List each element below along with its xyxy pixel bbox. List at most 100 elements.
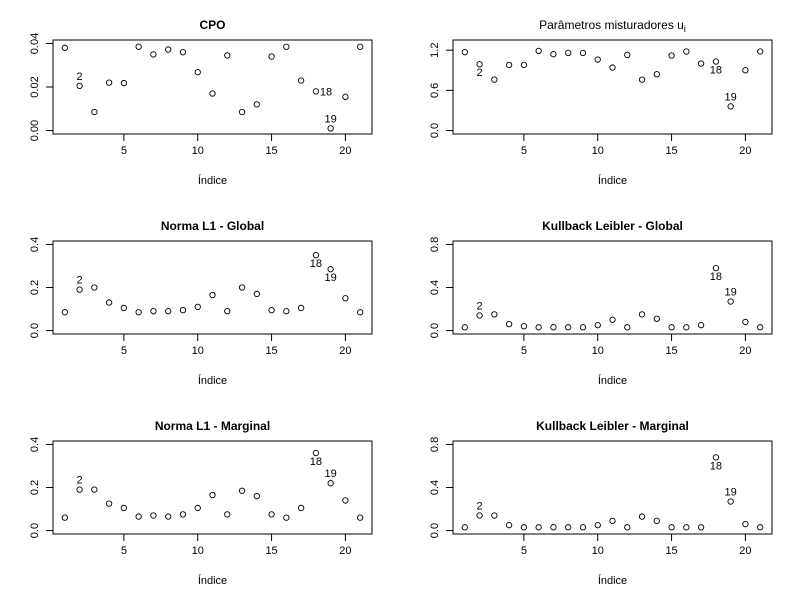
x-tick-label: 20 <box>739 545 751 557</box>
point-label: 19 <box>325 113 337 125</box>
data-point <box>312 252 320 259</box>
x-tick-label: 5 <box>121 545 127 557</box>
chart-panel-4: Kullback Leibler - Global 5 10 15 20 0.0 0.4 0.… <box>429 219 773 387</box>
x-tick-label: 15 <box>265 545 277 557</box>
point-label: 19 <box>325 468 337 480</box>
data-point <box>712 264 720 272</box>
data-point <box>120 79 128 87</box>
point-label: 19 <box>725 486 737 498</box>
data-point <box>209 491 216 499</box>
data-point <box>653 315 660 322</box>
y-tick-label: 0.2 <box>29 280 41 295</box>
data-point <box>579 324 587 331</box>
point-label: 2 <box>477 500 483 512</box>
data-point <box>505 320 513 328</box>
data-point <box>238 487 246 494</box>
chart-title: CPO <box>199 18 225 32</box>
data-point <box>120 504 128 512</box>
y-tick-label: 0.8 <box>429 237 441 252</box>
x-tick-label: 10 <box>592 345 604 357</box>
data-point <box>565 49 572 57</box>
data-point <box>535 524 542 531</box>
data-point <box>594 322 601 329</box>
data-point <box>209 90 216 97</box>
data-point <box>683 524 690 531</box>
point-label: 2 <box>77 275 83 287</box>
y-tick-label: 0.0 <box>29 523 41 538</box>
data-point <box>105 299 113 306</box>
y-tick-label: 0.00 <box>29 120 41 141</box>
y-tick-label: 0.0 <box>29 323 41 338</box>
data-point <box>327 125 334 132</box>
point-label: 18 <box>310 456 322 468</box>
data-point <box>61 309 68 316</box>
chart-panel-6: Kullback Leibler - Marginal 5 10 15 20 0.0 0.4… <box>429 419 773 587</box>
data-point <box>150 512 157 519</box>
x-tick-label: 15 <box>265 145 277 157</box>
data-point <box>712 454 720 461</box>
data-point <box>105 500 113 507</box>
data-point <box>194 303 201 311</box>
data-point <box>253 290 260 298</box>
y-tick-label: 0.4 <box>429 480 441 495</box>
y-tick-label: 0.0 <box>429 523 441 538</box>
data-point <box>638 311 646 318</box>
point-label: 18 <box>710 460 722 472</box>
data-point <box>535 47 542 54</box>
data-point <box>565 324 572 331</box>
data-point <box>668 324 675 331</box>
data-point <box>742 67 749 74</box>
data-point <box>297 77 305 84</box>
data-point <box>91 486 98 493</box>
data-point <box>535 324 542 331</box>
data-point <box>135 309 142 316</box>
data-point <box>253 101 260 108</box>
data-point <box>268 53 275 60</box>
data-point <box>224 308 231 315</box>
data-point <box>609 517 616 525</box>
data-point <box>120 304 128 312</box>
data-point <box>327 266 334 273</box>
chart-panel-5: Norma L1 - Marginal 5 10 15 20 0.0 0.2 0.4 Índic… <box>29 419 373 587</box>
data-point <box>668 524 675 531</box>
x-tick-label: 10 <box>592 145 604 157</box>
data-point <box>476 312 483 319</box>
data-point <box>653 517 660 525</box>
data-point <box>327 480 334 487</box>
plot-frame <box>452 39 773 135</box>
data-point <box>461 324 468 331</box>
chart-title: Norma L1 - Marginal <box>155 419 270 433</box>
point-label: 19 <box>725 91 737 103</box>
x-axis-label: Índice <box>198 574 227 587</box>
data-point <box>342 497 349 504</box>
y-tick-label: 0.04 <box>29 33 41 54</box>
data-point <box>238 284 246 291</box>
data-point <box>312 449 320 457</box>
data-point <box>76 486 83 493</box>
x-tick-label: 20 <box>339 145 351 157</box>
data-point <box>253 492 260 500</box>
data-point <box>165 308 172 315</box>
data-point <box>520 61 528 69</box>
data-point <box>297 504 305 512</box>
y-tick-label: 0.2 <box>29 480 41 495</box>
x-tick-label: 20 <box>339 545 351 557</box>
data-point <box>491 512 498 519</box>
y-tick-label: 0.4 <box>429 280 441 295</box>
data-point <box>505 61 513 69</box>
data-point <box>461 524 468 531</box>
data-point <box>697 60 705 67</box>
x-axis-label: Índice <box>598 174 627 187</box>
data-point <box>757 524 764 531</box>
x-tick-label: 15 <box>265 345 277 357</box>
x-tick-label: 5 <box>521 145 527 157</box>
chart-title-subscript: i <box>684 24 686 34</box>
x-tick-label: 20 <box>739 345 751 357</box>
data-point <box>342 295 349 302</box>
y-tick-label: 0.0 <box>429 123 441 138</box>
plot-frame <box>52 440 373 535</box>
data-point <box>624 51 631 59</box>
data-point <box>491 76 498 83</box>
x-tick-label: 10 <box>192 545 204 557</box>
data-point <box>550 324 557 331</box>
